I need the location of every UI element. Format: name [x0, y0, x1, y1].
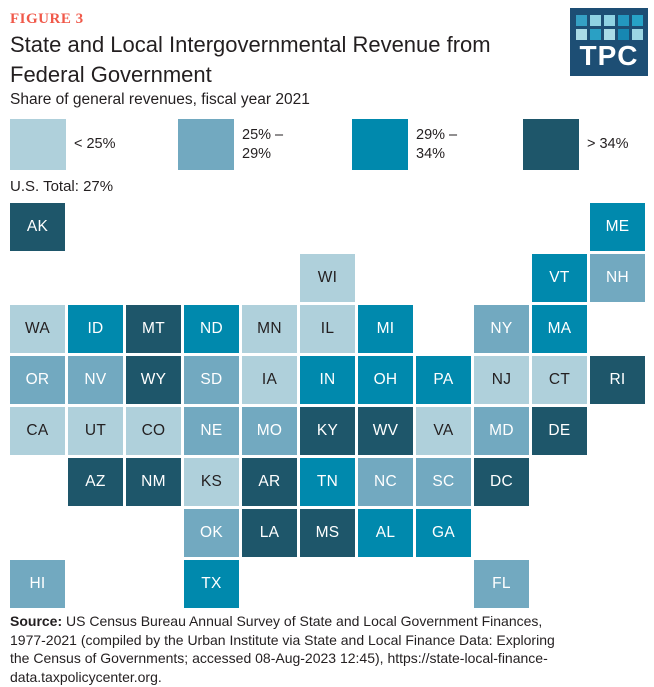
- tpc-logo-text: TPC: [579, 40, 639, 71]
- legend-swatch-gt34: [523, 119, 579, 170]
- state-tile-la: LA: [242, 509, 297, 557]
- state-tile-tx: TX: [184, 560, 239, 608]
- legend-label-29-34: 29% – 34%: [416, 126, 458, 162]
- state-tile-az: AZ: [68, 458, 123, 506]
- state-tile-pa: PA: [416, 356, 471, 404]
- state-tile-wy: WY: [126, 356, 181, 404]
- state-tile-nv: NV: [68, 356, 123, 404]
- state-tile-ga: GA: [416, 509, 471, 557]
- state-tile-ny: NY: [474, 305, 529, 353]
- state-tile-nd: ND: [184, 305, 239, 353]
- state-tile-ky: KY: [300, 407, 355, 455]
- state-tile-sc: SC: [416, 458, 471, 506]
- logo-square: [617, 29, 629, 40]
- state-tile-in: IN: [300, 356, 355, 404]
- state-tile-ok: OK: [184, 509, 239, 557]
- state-tile-dc: DC: [474, 458, 529, 506]
- legend-label-25-29: 25% – 29%: [242, 126, 284, 162]
- state-tile-md: MD: [474, 407, 529, 455]
- state-tile-ks: KS: [184, 458, 239, 506]
- tpc-logo: TPC: [570, 8, 648, 76]
- state-tile-nc: NC: [358, 458, 413, 506]
- state-tile-wa: WA: [10, 305, 65, 353]
- state-tile-mi: MI: [358, 305, 413, 353]
- legend-item-gt34: > 34%: [523, 119, 629, 170]
- state-tile-or: OR: [10, 356, 65, 404]
- state-tile-al: AL: [358, 509, 413, 557]
- logo-square: [589, 15, 601, 26]
- state-tile-il: IL: [300, 305, 355, 353]
- state-tile-ia: IA: [242, 356, 297, 404]
- legend-item-lt25: < 25%: [10, 119, 116, 170]
- legend-item-29-34: 29% – 34%: [352, 119, 457, 170]
- source-text: US Census Bureau Annual Survey of State …: [10, 613, 555, 685]
- legend-item-25-29: 25% – 29%: [178, 119, 283, 170]
- page-subtitle: Share of general revenues, fiscal year 2…: [10, 91, 310, 108]
- state-tile-sd: SD: [184, 356, 239, 404]
- state-tile-nm: NM: [126, 458, 181, 506]
- logo-square: [603, 15, 615, 26]
- state-tile-ak: AK: [10, 203, 65, 251]
- logo-square: [631, 29, 643, 40]
- state-tile-me: ME: [590, 203, 645, 251]
- state-tile-mo: MO: [242, 407, 297, 455]
- state-tile-ma: MA: [532, 305, 587, 353]
- legend-swatch-29-34: [352, 119, 408, 170]
- logo-square: [589, 29, 601, 40]
- legend-label-gt34: > 34%: [587, 136, 629, 152]
- state-tile-hi: HI: [10, 560, 65, 608]
- state-tile-ri: RI: [590, 356, 645, 404]
- state-tile-ct: CT: [532, 356, 587, 404]
- state-tile-nh: NH: [590, 254, 645, 302]
- source-label: Source:: [10, 613, 63, 629]
- logo-square: [603, 29, 615, 40]
- state-tile-oh: OH: [358, 356, 413, 404]
- logo-square: [631, 15, 643, 26]
- state-tile-wi: WI: [300, 254, 355, 302]
- state-tile-ms: MS: [300, 509, 355, 557]
- us-total-label: U.S. Total: 27%: [10, 178, 114, 195]
- page-title: State and Local Intergovernmental Revenu…: [10, 32, 491, 87]
- state-tile-mn: MN: [242, 305, 297, 353]
- tile-map: AK ME WI VT NH WA ID MT ND MN IL MI NY MA OR NV WY SD IA IN…: [10, 203, 645, 608]
- state-tile-tn: TN: [300, 458, 355, 506]
- state-tile-vt: VT: [532, 254, 587, 302]
- logo-square: [575, 29, 587, 40]
- state-tile-mt: MT: [126, 305, 181, 353]
- source-note: Source: US Census Bureau Annual Survey o…: [10, 612, 646, 686]
- state-tile-ut: UT: [68, 407, 123, 455]
- logo-square: [575, 15, 587, 26]
- state-tile-id: ID: [68, 305, 123, 353]
- logo-square: [617, 15, 629, 26]
- legend-label-lt25: < 25%: [74, 136, 116, 152]
- state-tile-ar: AR: [242, 458, 297, 506]
- state-tile-de: DE: [532, 407, 587, 455]
- state-tile-wv: WV: [358, 407, 413, 455]
- state-tile-ne: NE: [184, 407, 239, 455]
- state-tile-ca: CA: [10, 407, 65, 455]
- logo-squares-grid: [575, 15, 643, 40]
- state-tile-va: VA: [416, 407, 471, 455]
- state-tile-fl: FL: [474, 560, 529, 608]
- figure-label: FIGURE 3: [10, 11, 84, 27]
- state-tile-co: CO: [126, 407, 181, 455]
- state-tile-nj: NJ: [474, 356, 529, 404]
- legend-swatch-lt25: [10, 119, 66, 170]
- legend-swatch-25-29: [178, 119, 234, 170]
